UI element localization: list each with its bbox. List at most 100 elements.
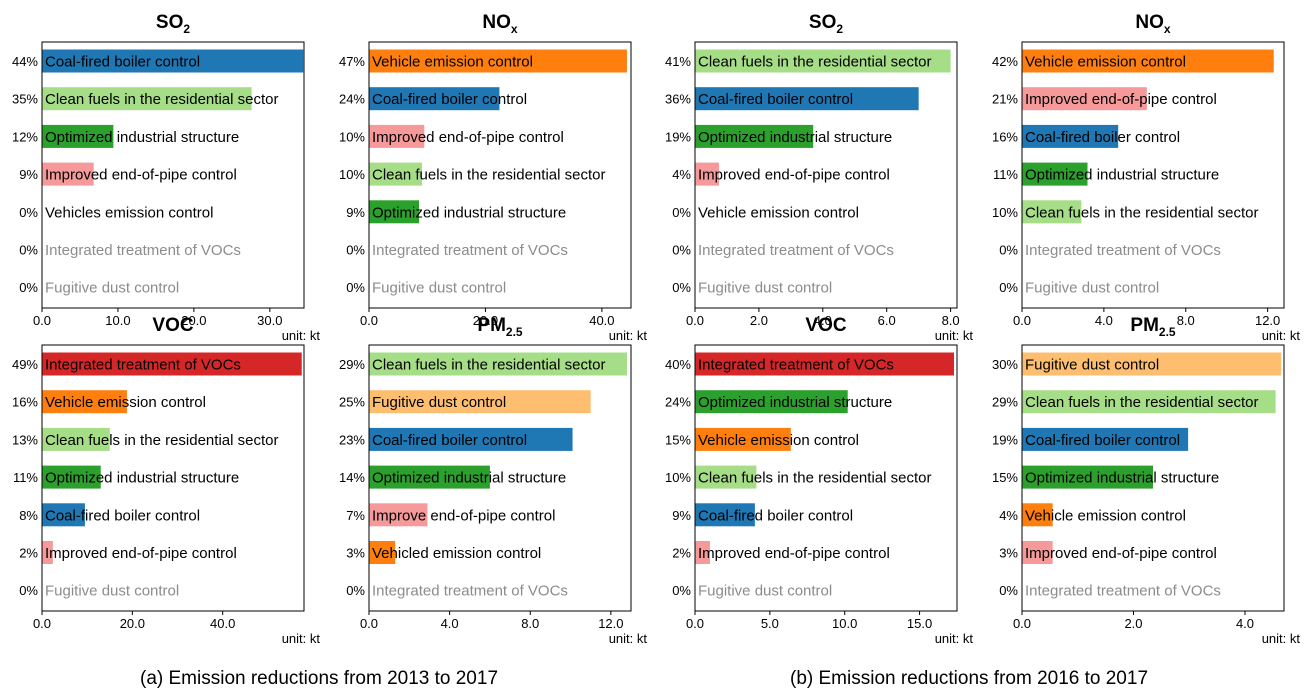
percent-label: 10%	[665, 470, 691, 485]
x-tick-label: 5.0	[761, 616, 779, 631]
bar-label: Optimized industrial structure	[45, 470, 239, 487]
bar	[42, 162, 94, 186]
bar	[695, 124, 814, 148]
bar-label: Improved end-of-pipe control	[698, 167, 890, 184]
bar-label: Clean fuels in the residential sector	[698, 54, 931, 71]
percent-label: 0%	[672, 243, 691, 258]
x-tick-label: 0.0	[1013, 313, 1031, 328]
bar	[42, 87, 252, 111]
percent-label: 7%	[346, 508, 365, 523]
bar-label: Fugitive dust control	[372, 394, 506, 411]
percent-label: 11%	[993, 167, 1018, 182]
bar-label: Clean fuels in the residential sector	[698, 470, 931, 487]
chart-panel-7: VOC Integrated treatment of VOCs 40% Optimi…	[665, 315, 973, 646]
percent-label: 9%	[19, 167, 38, 182]
bar-label: Clean fuels in the residential sector	[1025, 204, 1258, 221]
x-tick-label: 4.0	[1095, 313, 1113, 328]
percent-label: 4%	[672, 167, 691, 182]
unit-label: unit: kt	[935, 631, 974, 646]
bar	[1022, 87, 1147, 111]
bar-label: Coal-fired boiler control	[1025, 129, 1180, 146]
chart-title-subscript: 2.5	[506, 325, 523, 339]
bar	[1022, 162, 1088, 186]
bar-label: Vehicle emission control	[45, 394, 206, 411]
chart-title-subscript: 2	[836, 22, 843, 36]
unit-label: unit: kt	[282, 328, 321, 343]
bar	[1022, 49, 1274, 73]
bar-label: Coal-fired boiler control	[698, 507, 853, 524]
unit-label: unit: kt	[1262, 328, 1301, 343]
bar-label: Optimized industrial structure	[372, 204, 566, 221]
x-tick-label: 4.0	[1236, 616, 1254, 631]
bar-label: Coal-fired boiler control	[698, 91, 853, 108]
bar	[1022, 390, 1276, 414]
plot-frame	[41, 344, 305, 612]
x-tick-label: 0.0	[33, 616, 51, 631]
bar	[42, 352, 302, 376]
unit-label: unit: kt	[609, 631, 648, 646]
x-tick-label: 0.0	[686, 313, 704, 328]
x-tick-label: 0.0	[1013, 616, 1031, 631]
bar-label: Fugitive dust control	[698, 280, 832, 297]
percent-label: 9%	[346, 205, 365, 220]
percent-label: 0%	[672, 280, 691, 295]
bar	[695, 390, 848, 414]
chart-panel-6: PM2.5 Clean fuels in the residential sect…	[339, 315, 647, 646]
chart-title-subscript: x	[511, 22, 518, 36]
chart-title: SO2	[809, 12, 843, 36]
bar-label: Integrated treatment of VOCs	[45, 242, 241, 259]
bar	[369, 49, 627, 73]
bar-label: Improved end-of-pipe control	[1025, 545, 1217, 562]
bar-label: Vehicles emission control	[45, 204, 213, 221]
bar	[695, 352, 955, 376]
bar	[369, 465, 490, 489]
bar-label: Clean fuels in the residential sector	[1025, 394, 1258, 411]
x-tick-label: 10.0	[832, 616, 857, 631]
plot-frame	[368, 344, 632, 612]
bar	[695, 427, 791, 451]
percent-label: 30%	[992, 357, 1018, 372]
chart-title: PM2.5	[1130, 315, 1176, 339]
bar-label: Optimized industrial structure	[698, 129, 892, 146]
bar-label: Integrated treatment of VOCs	[45, 357, 241, 374]
plot-frame	[1021, 41, 1285, 309]
x-tick-label: 40.0	[589, 313, 614, 328]
bar-label: Improved end-of-pipe control	[698, 545, 890, 562]
bar-label: Clean fuels in the residential sector	[372, 357, 605, 374]
x-tick-label: 40.0	[210, 616, 235, 631]
percent-label: 8%	[19, 508, 38, 523]
bar-label: Clean fuels in the residential sector	[372, 167, 605, 184]
bar-label: Vehicled emission control	[372, 545, 541, 562]
caption-a: (a) Emission reductions from 2013 to 201…	[140, 668, 499, 689]
x-tick-label: 20.0	[120, 616, 145, 631]
percent-label: 15%	[665, 432, 691, 447]
chart-title: NOx	[482, 12, 518, 36]
bar-label: Fugitive dust control	[45, 583, 179, 600]
bar	[42, 49, 304, 73]
percent-label: 10%	[339, 129, 365, 144]
percent-label: 19%	[665, 129, 691, 144]
percent-label: 42%	[992, 54, 1018, 69]
bar-label: Coal-fired boiler control	[45, 507, 200, 524]
percent-label: 0%	[999, 583, 1018, 598]
bar-label: Improved end-of-pipe control	[372, 129, 564, 146]
percent-label: 36%	[665, 92, 691, 107]
x-tick-label: 0.0	[360, 616, 378, 631]
bar-label: Fugitive dust control	[1025, 280, 1159, 297]
x-tick-label: 8.0	[942, 313, 960, 328]
percent-label: 0%	[346, 583, 365, 598]
chart-panel-3: SO2 Clean fuels in the residential sector…	[665, 12, 973, 343]
bar	[42, 390, 127, 414]
chart-title: PM2.5	[477, 315, 523, 339]
percent-label: 12%	[12, 129, 38, 144]
bar-label: Improved end-of-pipe control	[45, 167, 237, 184]
percent-label: 0%	[19, 243, 38, 258]
percent-label: 0%	[346, 243, 365, 258]
bar-label: Integrated treatment of VOCs	[372, 583, 568, 600]
x-tick-label: 10.0	[105, 313, 130, 328]
percent-label: 16%	[12, 395, 38, 410]
percent-label: 21%	[992, 92, 1018, 107]
percent-label: 24%	[339, 92, 365, 107]
bar-label: Coal-fired boiler control	[45, 54, 200, 71]
